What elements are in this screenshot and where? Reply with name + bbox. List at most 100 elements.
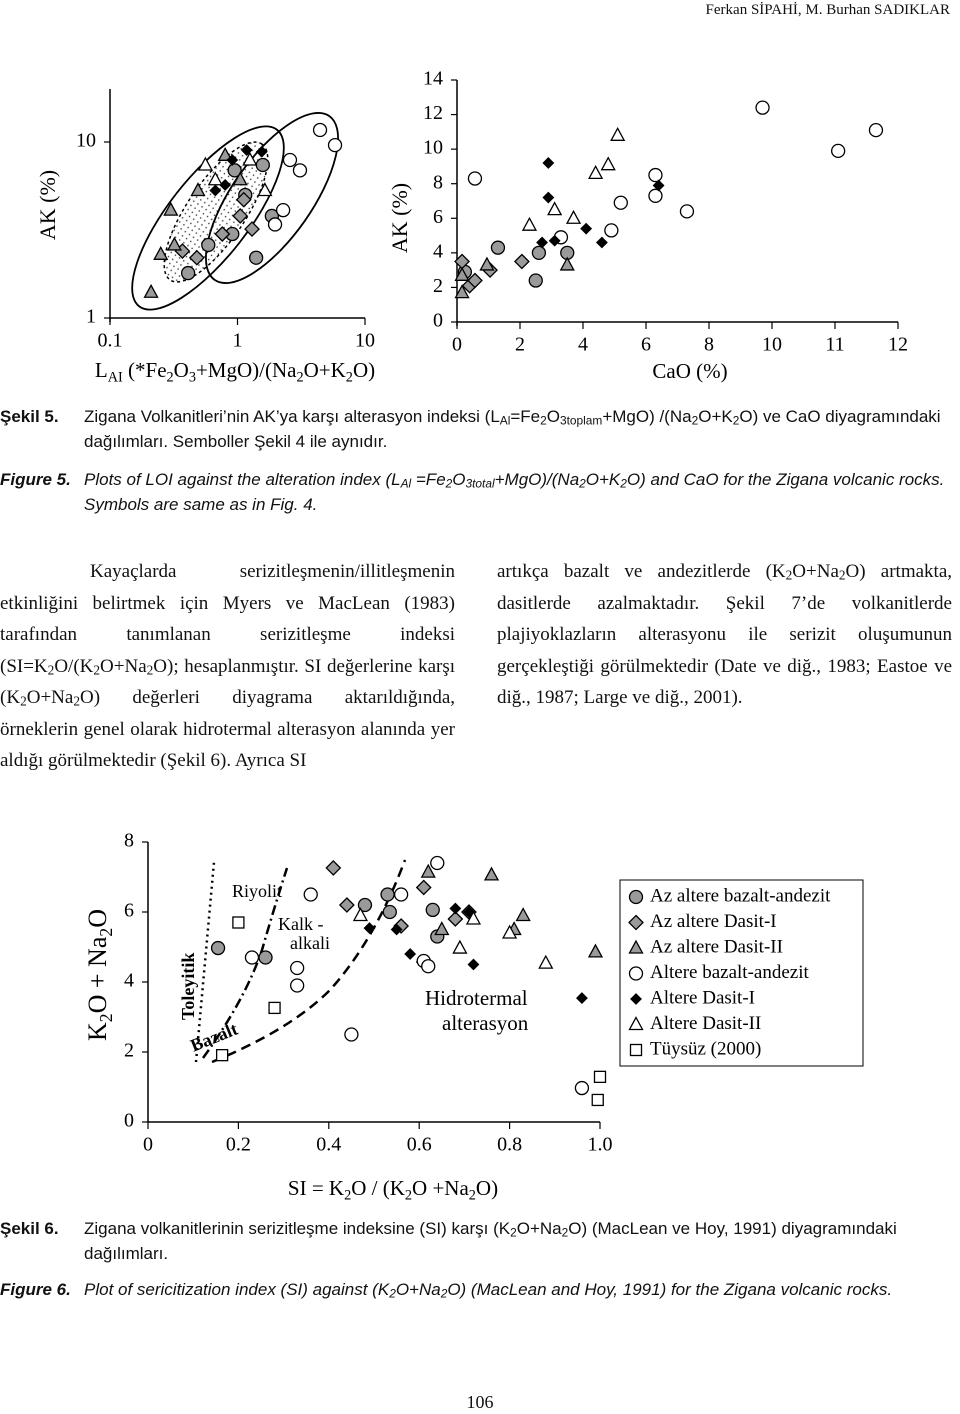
y-tick-label: 1	[86, 306, 96, 328]
data-point	[290, 960, 305, 976]
subscript: 2	[167, 370, 174, 386]
data-point	[515, 907, 531, 922]
data-point	[232, 171, 248, 186]
data-point	[447, 911, 464, 927]
data-point	[465, 910, 482, 925]
caption-text: Plot of sericitization index (SI) agains…	[84, 1277, 892, 1302]
legend-marker	[628, 914, 644, 931]
caption-label: Figure 6.	[0, 1280, 71, 1299]
text-run: O)	[476, 1176, 498, 1200]
boundary-line	[211, 859, 407, 1064]
legend-marker	[630, 993, 642, 1005]
subscript: 2	[47, 662, 55, 678]
text-run: O+Na	[100, 655, 147, 677]
y-tick-label: 4	[433, 240, 443, 262]
data-point	[312, 122, 328, 138]
data-point	[248, 250, 264, 265]
subscript: 2	[96, 928, 116, 937]
caption-text: Zigana volkanitlerinin serizitleşme inde…	[84, 1216, 950, 1266]
data-point	[479, 256, 495, 271]
y-tick-label: 14	[423, 68, 443, 90]
data-point	[421, 959, 436, 974]
text-run: O	[452, 470, 466, 489]
data-point	[430, 855, 445, 871]
text-run: O+K	[304, 358, 346, 382]
data-point	[363, 922, 376, 935]
subscript: 2	[296, 370, 303, 386]
data-point	[327, 137, 343, 153]
group-outline	[131, 125, 285, 311]
data-point	[232, 916, 245, 929]
text-run: O+K	[698, 407, 733, 426]
data-point	[420, 863, 436, 878]
subscript: 2	[785, 567, 793, 583]
data-point	[415, 879, 432, 896]
subscript: 2	[344, 1188, 351, 1204]
page-number: 106	[466, 1392, 494, 1412]
data-point	[344, 1027, 359, 1042]
subscript: 2	[96, 1013, 116, 1022]
text-run: O) (MacLean and Hoy, 1991) for the Zigan…	[447, 1280, 893, 1299]
data-point	[547, 201, 563, 216]
text-run: O+Na	[395, 1280, 441, 1299]
text-run: +MgO)/(Na	[196, 358, 297, 382]
text-run: Kayaçlarda serizitleşmenin/illitleşmenin…	[0, 561, 455, 677]
data-point	[449, 902, 462, 915]
caption-text: Plots of LOI against the alteration inde…	[84, 467, 950, 517]
data-point	[574, 1080, 590, 1096]
subscript: 2	[389, 1286, 396, 1301]
data-point	[275, 202, 291, 218]
caption-label: Figure 5.	[0, 470, 71, 489]
annotation: Kalk -	[278, 914, 323, 934]
x-tick-label: 1.0	[588, 1134, 613, 1156]
text-run: =Fe	[510, 407, 541, 426]
text-run: AK (%)	[35, 170, 60, 240]
legend-label: Az altere Dasit-I	[650, 911, 777, 932]
text-run: O+K	[585, 470, 621, 489]
text-run: O + Na	[83, 936, 112, 1013]
data-point	[467, 272, 483, 289]
subscript: 3total	[465, 476, 495, 491]
data-point	[380, 887, 395, 902]
x-tick-label: 4	[578, 334, 588, 356]
data-point	[548, 234, 561, 247]
text-run: Plot of sericitization index (SI) agains…	[84, 1280, 390, 1299]
text-run: AK (%)	[387, 183, 412, 253]
y-tick-label: 6	[124, 900, 134, 922]
data-point	[163, 201, 179, 216]
data-point	[207, 171, 223, 186]
text-run: O) ve CaO diyagramındaki dağılımları. Se…	[84, 407, 941, 451]
x-tick-label: 2	[515, 334, 525, 356]
text-run: +MgO)/(Na	[494, 470, 580, 489]
caption: Figure 6. Plot of sericitization index (S…	[0, 1277, 950, 1302]
data-point	[434, 921, 450, 936]
data-point	[868, 122, 884, 138]
legend-marker	[628, 1016, 644, 1031]
data-point	[648, 188, 663, 203]
data-point	[290, 978, 305, 993]
data-point	[338, 897, 355, 913]
text-run: O	[174, 358, 189, 382]
text-run: (*Fe	[123, 358, 167, 382]
text-run: SI = K	[288, 1176, 344, 1200]
data-point	[531, 245, 547, 261]
text-run: artıkça bazalt ve andezitlerde (K	[497, 561, 786, 582]
data-point	[755, 100, 770, 115]
y-tick-label: 4	[124, 970, 134, 992]
y-tick-label: 10	[423, 137, 443, 159]
data-point	[201, 237, 216, 253]
legend-label: Az altere Dasit-II	[650, 936, 783, 957]
data-point	[197, 156, 213, 171]
data-point	[610, 126, 626, 141]
text-run: +MgO) /(Na	[602, 407, 692, 426]
x-tick-label: 8	[704, 334, 714, 356]
y-tick-label: 10	[76, 130, 96, 152]
y-tick-label: 8	[124, 830, 134, 852]
caption: Şekil 5. Zigana Volkanitleri’nin AK’ya ka…	[0, 404, 950, 454]
y-tick-label: 6	[433, 206, 443, 228]
text-run: O+Na	[516, 1219, 562, 1238]
data-point	[390, 923, 403, 936]
data-point	[226, 154, 239, 166]
